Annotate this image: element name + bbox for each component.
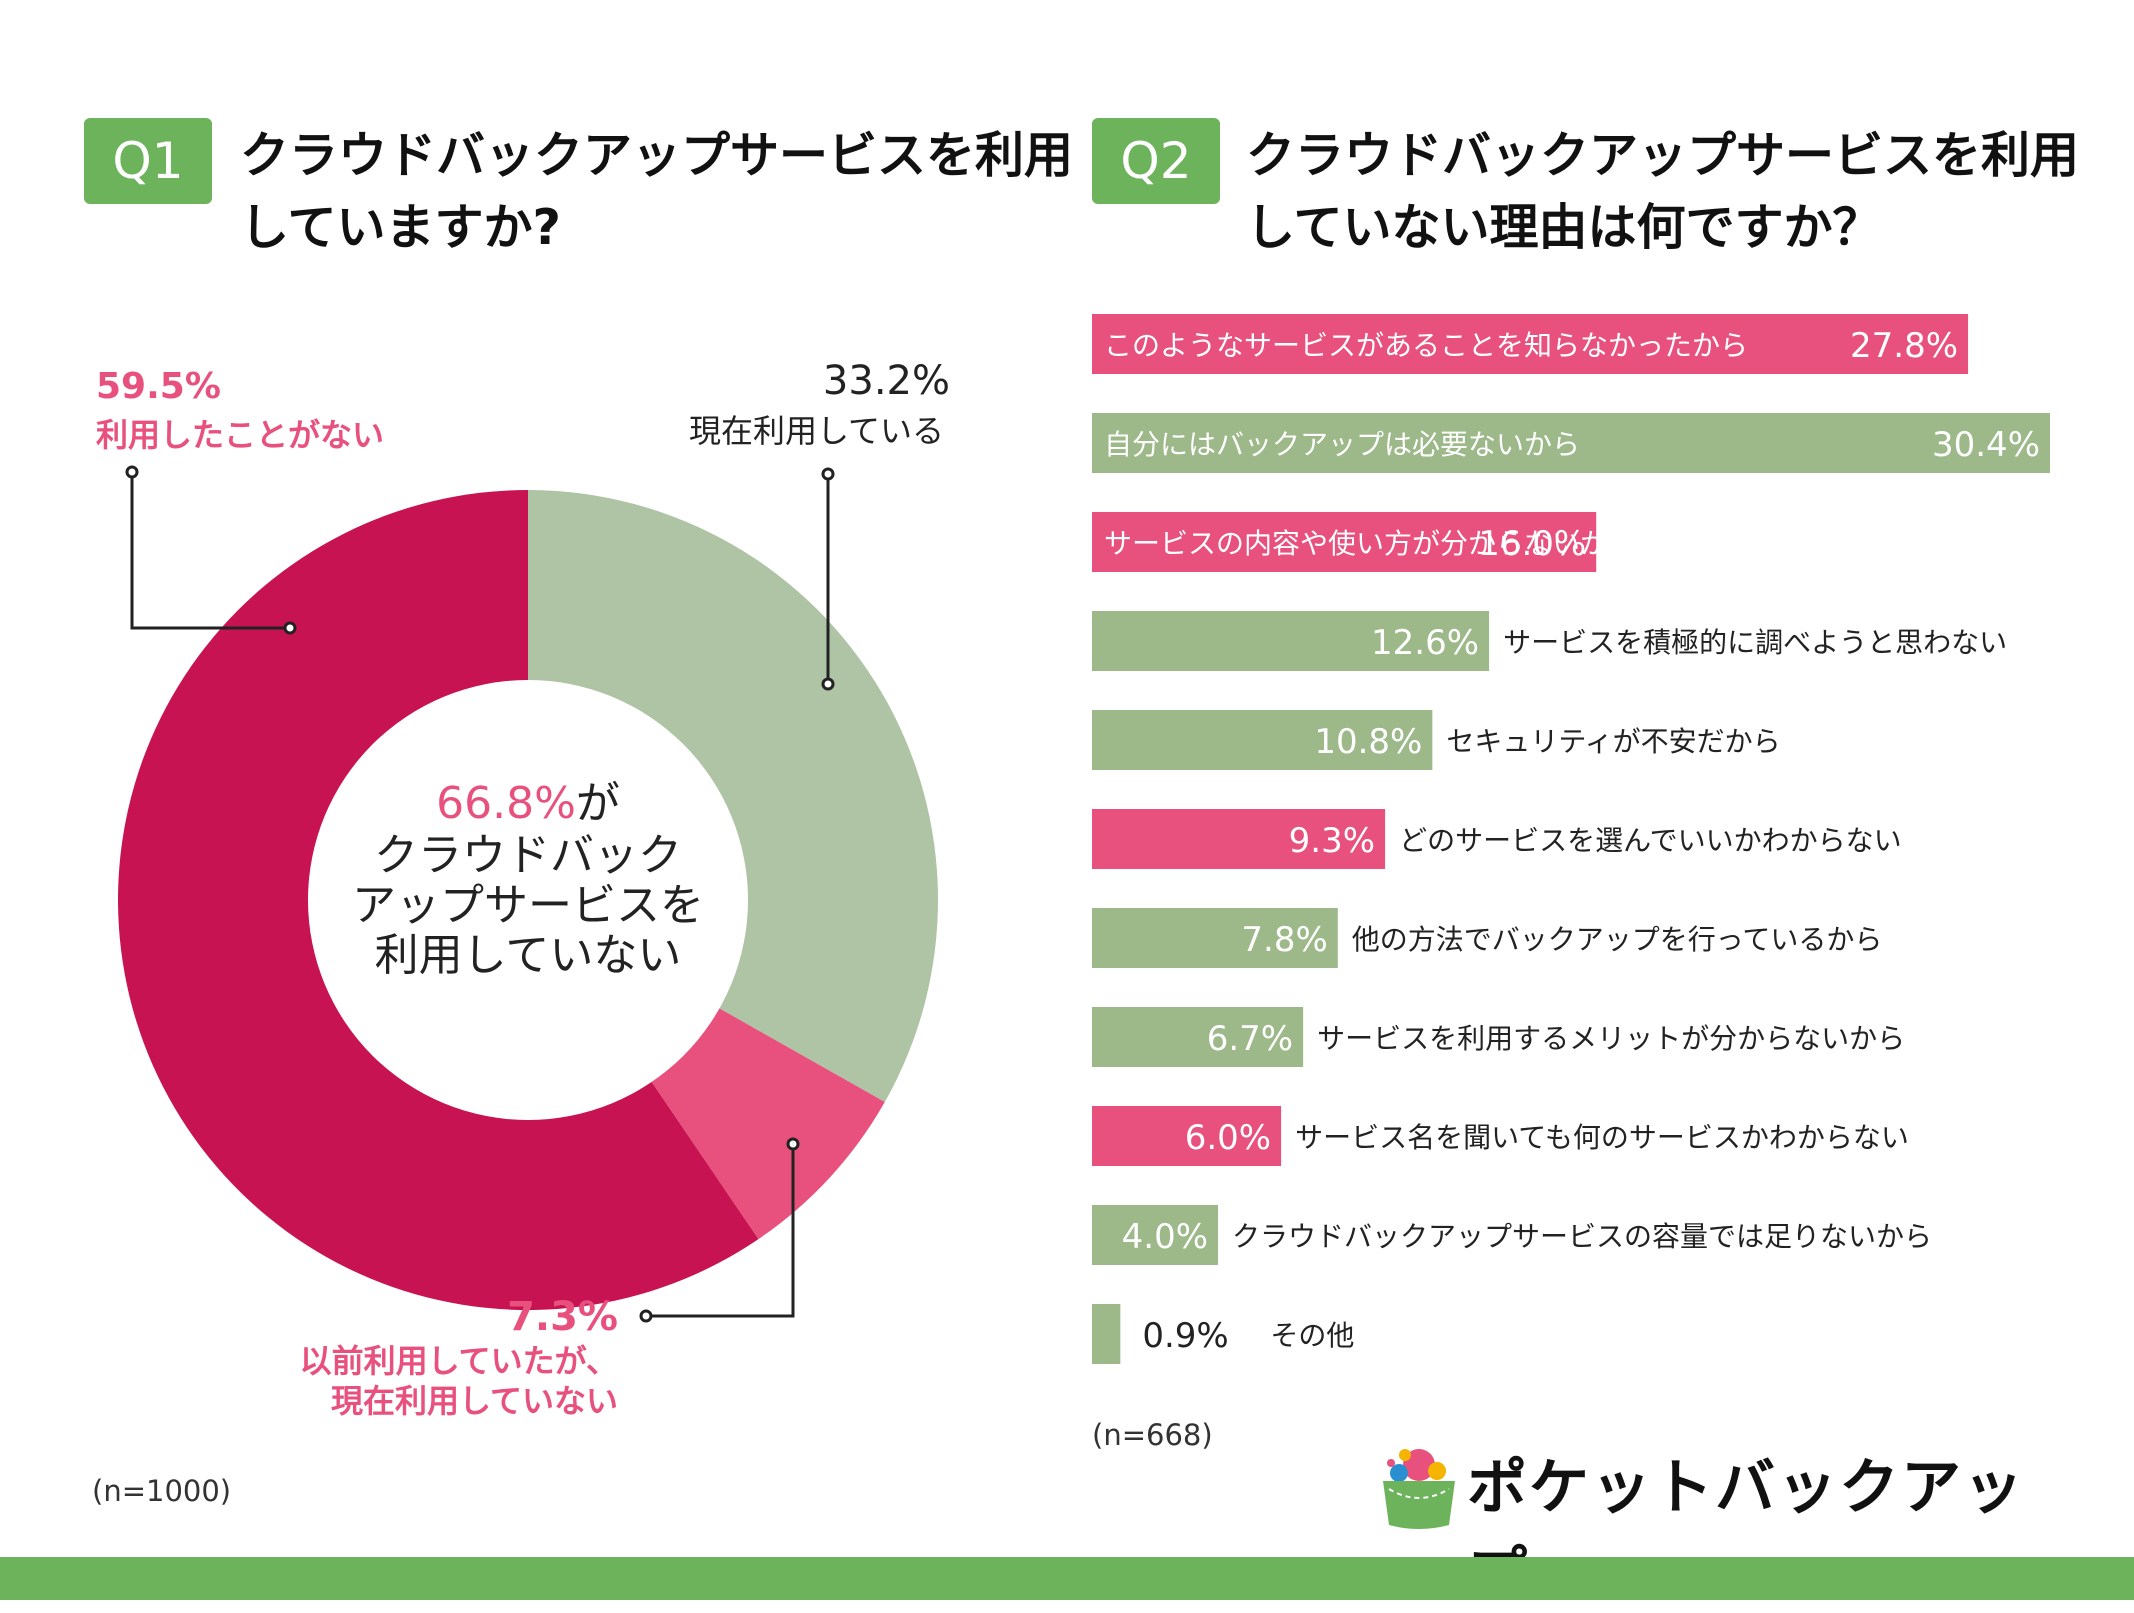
q1-title: クラウドバックアップサービスを利用 していますか?: [240, 127, 1074, 256]
bottom-bar: [0, 1557, 2134, 1600]
bar-value-label-1: 27.8%: [1850, 326, 1958, 366]
bar-category-label-5: セキュリティが不安だから: [1446, 725, 1780, 758]
bar-10: [1092, 1205, 1219, 1265]
leader-line-never: [130, 472, 290, 630]
bar-3: [1092, 512, 1597, 572]
slice-label-pct-current: 33.2%: [823, 358, 950, 404]
bar-category-label-11: その他: [1270, 1319, 1354, 1352]
center-suffix: が: [576, 778, 620, 829]
brand-logo: ポケットバックアップ: [1375, 1425, 2035, 1610]
pocket-logo-icon: [1383, 1449, 1455, 1529]
q2-badge: Q2: [1092, 118, 1220, 204]
bar-4: [1092, 611, 1490, 671]
bar-category-label-7: 他の方法でバックアップを行っているから: [1352, 923, 1883, 956]
bar-rows: 27.8% このようなサービスがあることを知らなかったから 30.4% 自分にはバック…: [1092, 314, 2050, 1364]
slice-label-pct-never: 59.5%: [96, 366, 221, 407]
bar-11: [1092, 1304, 1121, 1364]
bar-7: [1092, 908, 1338, 968]
center-pct: 66.8%: [436, 778, 576, 829]
bar-value-label-7: 7.8%: [1241, 920, 1327, 960]
q2-sample-size: (n=668): [1092, 1418, 1213, 1452]
bar-chart: 27.8% このようなサービスがあることを知らなかったから 30.4% 自分にはバック…: [1092, 314, 2050, 1364]
bar-category-label-10: クラウドバックアップサービスの容量では足りないから: [1232, 1220, 1932, 1253]
bar-value-label-11: 0.9%: [1142, 1316, 1228, 1356]
bar-9: [1092, 1106, 1282, 1166]
bar-2: [1092, 413, 2050, 473]
slice-label-text1-former: 以前利用していたが、: [300, 1342, 618, 1380]
leader-dot-former-start: [786, 1137, 800, 1151]
bar-value-label-5: 10.8%: [1314, 722, 1422, 762]
bar-category-label-2: 自分にはバックアップは必要ないから: [1104, 428, 1580, 461]
leader-dot-never-start: [125, 465, 139, 479]
bar-category-label-4: サービスを積極的に調べようと思わない: [1503, 626, 2007, 659]
bar-value-label-2: 30.4%: [1932, 425, 2040, 465]
bar-category-label-8: サービスを利用するメリットが分からないから: [1317, 1022, 1905, 1055]
bar-category-label-3: サービスの内容や使い方が分からないから: [1104, 527, 1636, 560]
q1-sample-size: (n=1000): [92, 1474, 232, 1508]
leader-dot-current-start: [821, 467, 835, 481]
bar-value-label-4: 12.6%: [1371, 623, 1479, 663]
bar-category-label-6: どのサービスを選んでいいかわからない: [1399, 824, 1902, 857]
bar-category-label-1: このようなサービスがあることを知らなかったから: [1104, 329, 1748, 362]
center-label-line2: クラウドバック: [374, 830, 682, 881]
slice-label-pct-former: 7.3%: [507, 1294, 618, 1340]
bar-category-label-9: サービス名を聞いても何のサービスかわからない: [1295, 1121, 1909, 1154]
center-label-line4: 利用していない: [375, 930, 682, 981]
leader-dot-never-end: [283, 621, 297, 635]
q1-badge: Q1: [84, 118, 212, 204]
q2-title: クラウドバックアップサービスを利用 していない理由は何ですか？: [1246, 127, 2080, 256]
slice-label-text-current: 現在利用している: [689, 412, 944, 450]
bar-6: [1092, 809, 1386, 869]
slice-label-text2-former: 現在利用していない: [331, 1382, 618, 1420]
leader-dot-current-end: [821, 677, 835, 691]
donut-hole: [308, 680, 748, 1120]
bar-1: [1092, 314, 1969, 374]
bar-value-label-9: 6.0%: [1185, 1118, 1271, 1158]
leader-dot-former-end: [639, 1309, 653, 1323]
bar-value-label-10: 4.0%: [1122, 1217, 1208, 1257]
center-label-line3: アップサービスを: [352, 880, 704, 931]
bar-value-label-8: 6.7%: [1207, 1019, 1293, 1059]
leader-line-former: [646, 1144, 795, 1318]
bar-5: [1092, 710, 1433, 770]
bar-8: [1092, 1007, 1304, 1067]
slice-label-text-never: 利用したことがない: [96, 416, 384, 454]
bar-value-label-6: 9.3%: [1289, 821, 1375, 861]
bar-value-label-3: 16.0%: [1478, 524, 1586, 564]
donut-chart: 66.8%が クラウドバック アップサービスを 利用していない 59.5% 利用…: [96, 358, 950, 1420]
center-label-line1: 66.8%が: [436, 778, 620, 829]
